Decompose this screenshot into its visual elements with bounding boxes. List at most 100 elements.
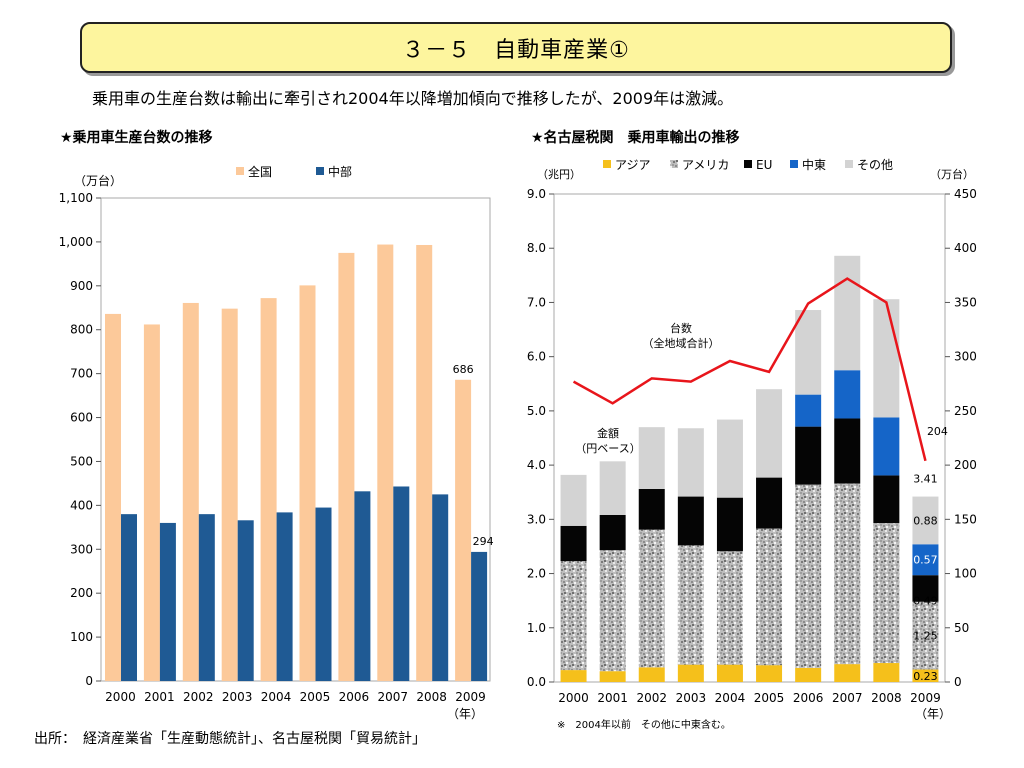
page-subtitle: 乗用車の生産台数は輸出に牽引され2004年以降増加傾向で推移したが、2009年は… [92, 89, 734, 108]
chart2-data-label-2009-middle-east: 0.57 [913, 554, 938, 567]
chart1-bar-chubu [471, 551, 488, 681]
chart2-bar-other [599, 461, 626, 515]
chart2-xtick-label: 2001 [597, 691, 628, 705]
chart1-xtick-label: 2003 [222, 690, 253, 704]
chart2-ylabel-left: （兆円） [537, 168, 581, 181]
chart1-bar-zenkoku [338, 252, 355, 682]
chart2-ytick-label: 9.0 [527, 187, 546, 201]
chart2-bar-eu [599, 514, 626, 551]
chart2-data-label-2009-america: 1.25 [913, 630, 938, 643]
chart2-bar-eu [716, 497, 743, 552]
chart2-legend-label-other: その他 [857, 158, 893, 172]
chart1-bar-chubu [315, 507, 332, 681]
chart2-legend-label-eu: EU [756, 158, 772, 172]
chart2-xtick-label: 2000 [558, 691, 589, 705]
chart2-bar-other [873, 299, 900, 418]
chart2-bar-other [834, 255, 861, 371]
chart2-xtick-label: 2005 [754, 691, 785, 705]
chart1-data-label-zenkoku: 686 [453, 363, 474, 376]
chart2-data-label-2009-other: 0.88 [913, 514, 938, 527]
chart2-ytick-label: 4.0 [527, 458, 546, 472]
chart1-bar-chubu [198, 514, 215, 681]
chart2-y2tick-label: 400 [954, 241, 977, 255]
chart2-bar-other [912, 496, 939, 545]
chart2-plot-frame [553, 193, 946, 683]
chart1-legend-label-chubu: 中部 [328, 164, 352, 179]
chart2-bar-asia [560, 670, 587, 682]
chart2-ytick-label: 8.0 [527, 241, 546, 255]
chart2-bar-asia [599, 671, 626, 682]
chart2-bar-asia [873, 663, 900, 682]
chart2-xtick-label: 2003 [676, 691, 707, 705]
chart1-ytick-label: 400 [70, 498, 93, 512]
chart2-y2tick-label: 200 [954, 458, 977, 472]
chart1-xtick-label: 2007 [377, 690, 408, 704]
chart2-title: ★名古屋税関 乗用車輸出の推移 [531, 130, 740, 146]
chart2-bar-america [560, 561, 587, 671]
chart1-xtick-label: 2009 [455, 690, 486, 704]
chart2-bar-eu [756, 477, 783, 529]
chart1-bar-zenkoku [143, 324, 160, 681]
chart2-bar-other [638, 427, 665, 489]
chart1-ytick-label: 1,100 [59, 191, 93, 205]
chart2-legend-swatch-america [670, 160, 678, 168]
chart2-legend-swatch-middle-east [790, 160, 798, 168]
chart1-ytick-label: 300 [70, 542, 93, 556]
chart2-bar-other [795, 310, 822, 395]
chart2-xtick-label: 2004 [715, 691, 746, 705]
chart2-ytick-label: 0.0 [527, 675, 546, 689]
chart1-ytick-label: 200 [70, 586, 93, 600]
chart2-bar-asia [834, 664, 861, 682]
chart2-y2tick-label: 350 [954, 295, 977, 309]
chart2-xtick-label: 2007 [832, 691, 863, 705]
chart2-annotation-bar-label-2: （円ベース） [575, 442, 640, 455]
chart2-bar-other [677, 428, 704, 497]
chart1-bar-zenkoku [105, 313, 121, 681]
chart2-ytick-label: 3.0 [527, 512, 546, 526]
chart1-ytick-label: 1,000 [59, 235, 93, 249]
chart2-annotation-line-label-1: 台数 [670, 321, 692, 335]
chart2-data-label-2009-asia: 0.23 [913, 670, 938, 683]
chart2-legend-label-asia: アジア [615, 158, 651, 172]
chart1-bar-zenkoku [299, 285, 316, 681]
chart2-y2tick-label: 50 [954, 621, 969, 635]
chart2-legend-label-america: アメリカ [682, 158, 729, 172]
chart2-y2tick-label: 150 [954, 512, 977, 526]
chart2-legend-swatch-other [845, 160, 853, 168]
chart1-xtick-label: 2000 [105, 690, 136, 704]
chart2-annotation-line-label-2: （全地域合計） [643, 336, 720, 350]
chart2-xtick-label: 2002 [636, 691, 667, 705]
chart2-ytick-label: 7.0 [527, 295, 546, 309]
chart2-data-label-2009-total: 3.41 [913, 473, 938, 486]
page-title: ３－５ 自動車産業① [80, 22, 952, 73]
chart2-bar-middle-east [873, 417, 900, 476]
chart2-bar-america [834, 483, 861, 665]
chart2-ytick-label: 2.0 [527, 567, 546, 581]
chart1-bar-chubu [432, 494, 449, 681]
chart1-plot-frame [100, 197, 491, 682]
chart1-xtick-label: 2001 [144, 690, 175, 704]
chart1-ytick-label: 0 [85, 674, 93, 688]
chart2-footnote: ※ 2004年以前 その他に中東含む。 [557, 718, 731, 731]
chart2-bar-other [716, 419, 743, 498]
chart2-bar-america [716, 551, 743, 665]
chart1-bar-zenkoku [377, 244, 394, 681]
chart1-bar-zenkoku [416, 244, 433, 681]
chart1-bar-chubu [237, 520, 254, 681]
chart2-y2tick-label: 450 [954, 187, 977, 201]
chart1-bar-zenkoku [455, 379, 472, 681]
chart2-bar-other [756, 389, 783, 478]
chart2-xtick-label: 2009 [910, 691, 941, 705]
chart1-bar-chubu [276, 512, 293, 681]
chart2-bar-america [599, 550, 626, 672]
chart1-bar-zenkoku [182, 302, 199, 681]
chart2-xlabel: （年） [915, 707, 951, 721]
chart2-bar-eu [560, 525, 587, 562]
chart2-line-units [572, 277, 927, 462]
chart2-bar-eu [873, 475, 900, 524]
chart2-bar-eu [834, 418, 861, 484]
chart1-ytick-label: 500 [70, 454, 93, 468]
chart2-bar-asia [795, 667, 822, 682]
